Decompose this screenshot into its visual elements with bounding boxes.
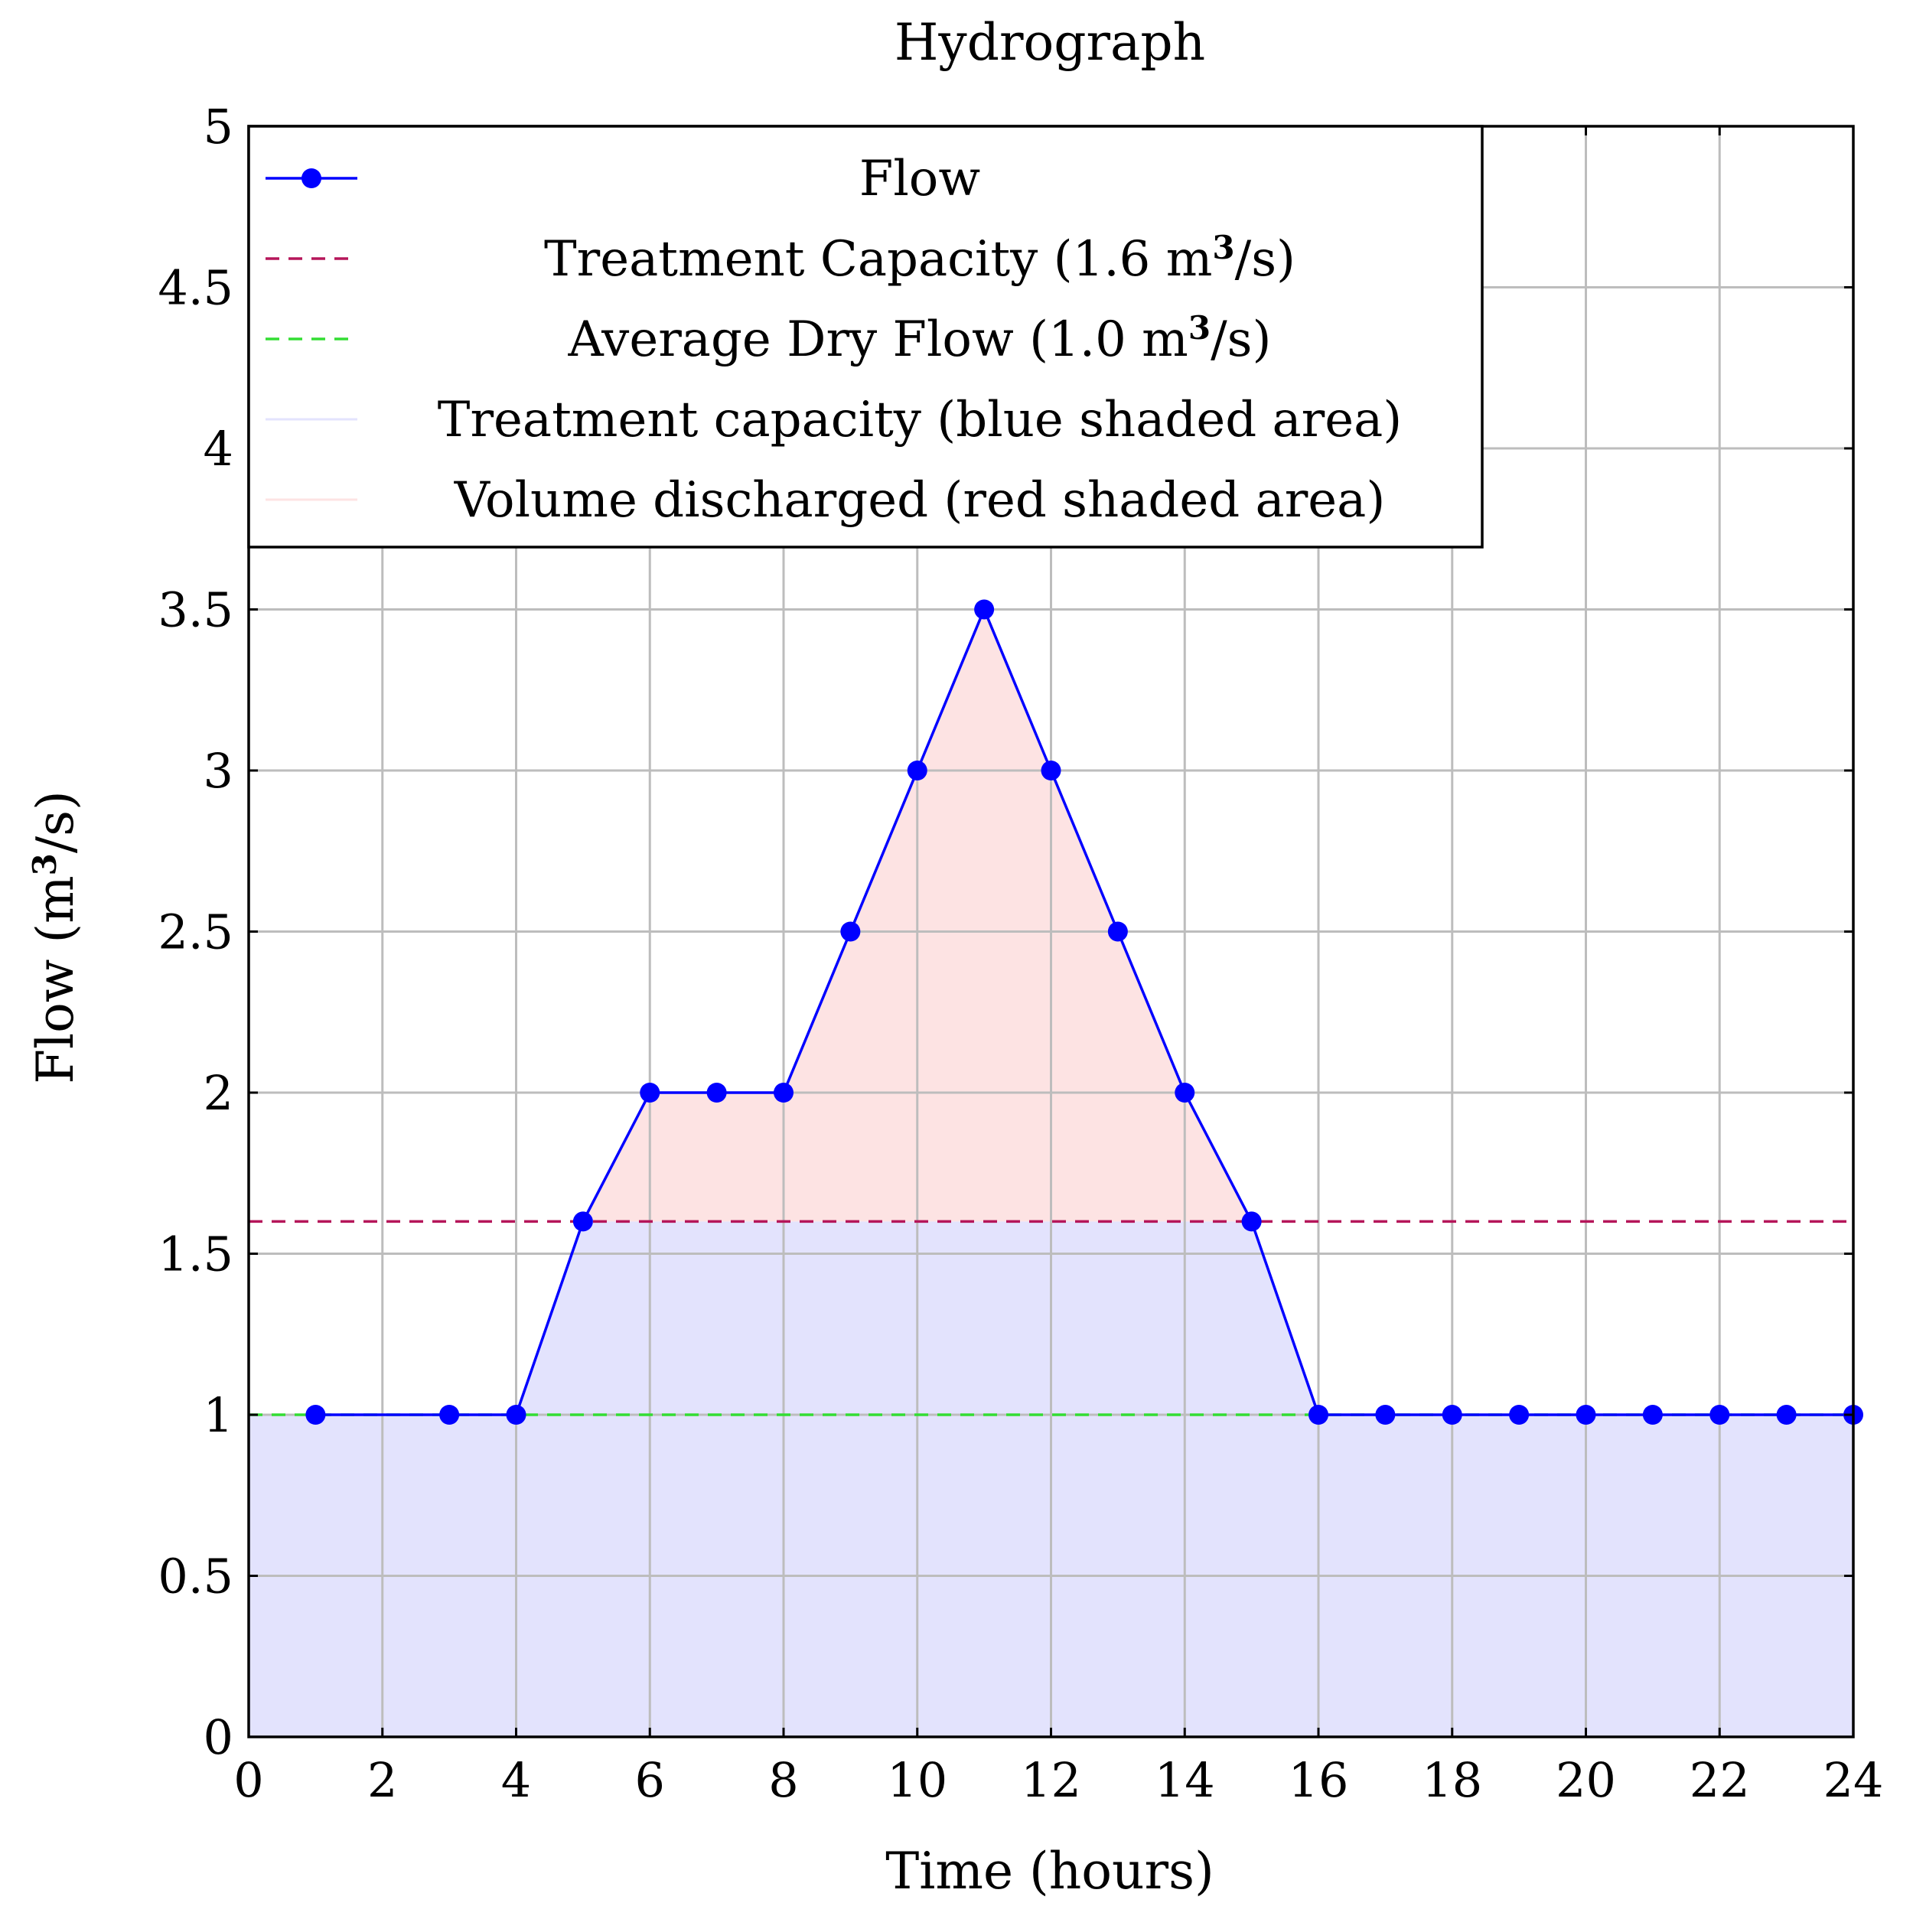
- legend-label: Flow: [859, 151, 980, 207]
- x-tick-label: 6: [635, 1752, 665, 1808]
- flow-point: [974, 599, 995, 620]
- flow-point: [1175, 1083, 1195, 1103]
- flow-point: [1241, 1211, 1262, 1232]
- x-tick-label: 24: [1823, 1752, 1884, 1808]
- flow-point: [1642, 1405, 1663, 1425]
- x-tick-label: 0: [233, 1752, 263, 1808]
- y-tick-label: 0: [204, 1709, 233, 1765]
- flow-point: [1709, 1405, 1730, 1425]
- flow-series: [305, 599, 1863, 1425]
- legend-entry: Volume discharged (red shaded area): [266, 472, 1385, 529]
- flow-point: [506, 1405, 526, 1425]
- y-tick-label: 2.5: [158, 904, 233, 960]
- flow-point: [572, 1211, 593, 1232]
- x-tick-label: 18: [1422, 1752, 1482, 1808]
- x-tick-label: 2: [367, 1752, 397, 1808]
- x-tick-label: 4: [501, 1752, 531, 1808]
- y-tick-label: 0.5: [158, 1549, 233, 1605]
- x-tick-labels: 0 2 4 6 8 10 12 14 16 18 20 22 24: [233, 1752, 1883, 1808]
- y-axis-label: Flow (m3/s): [26, 790, 85, 1084]
- y-tick-label: 3.5: [158, 582, 233, 638]
- flow-point: [1442, 1405, 1462, 1425]
- legend-label: Volume discharged (red shaded area): [454, 472, 1386, 529]
- flow-point: [774, 1083, 794, 1103]
- y-tick-label: 2: [204, 1065, 233, 1121]
- flow-point: [1107, 921, 1128, 942]
- flow-point: [1308, 1405, 1328, 1425]
- x-tick-label: 16: [1289, 1752, 1349, 1808]
- flow-point: [1375, 1405, 1396, 1425]
- y-tick-label: 4.5: [158, 260, 233, 316]
- x-tick-label: 10: [887, 1752, 947, 1808]
- legend-box: [247, 125, 1484, 549]
- y-tick-label: 1: [204, 1387, 233, 1443]
- flow-point: [840, 921, 861, 942]
- x-tick-label: 12: [1021, 1752, 1081, 1808]
- x-tick-label: 20: [1556, 1752, 1616, 1808]
- legend-label: Treatment capacity (blue shaded area): [438, 392, 1403, 448]
- x-tick-label: 8: [768, 1752, 798, 1808]
- legend: Flow Treatment Capacity (1.6 m3/s) Average…: [247, 125, 1484, 549]
- chart-title: Hydrograph: [895, 13, 1205, 72]
- y-tick-label: 1.5: [158, 1227, 233, 1282]
- flow-point: [1576, 1405, 1596, 1425]
- flow-point: [305, 1405, 326, 1425]
- x-tick-label: 14: [1155, 1752, 1215, 1808]
- y-tick-label: 5: [204, 99, 233, 155]
- flow-point: [439, 1405, 460, 1425]
- legend-label: Treatment Capacity (1.6 m3/s): [544, 229, 1295, 288]
- flow-point: [706, 1083, 727, 1103]
- flow-point: [1041, 761, 1061, 780]
- flow-point: [907, 761, 927, 780]
- y-tick-label: 4: [204, 421, 233, 477]
- legend-entry: Average Dry Flow (1.0 m3/s): [266, 309, 1271, 368]
- legend-entry: Treatment capacity (blue shaded area): [266, 392, 1402, 448]
- flow-point: [640, 1083, 660, 1103]
- x-tick-label: 22: [1690, 1752, 1750, 1808]
- legend-entry: Flow: [266, 151, 980, 207]
- y-tick-labels: 0 0.5 1 1.5 2 2.5 3 3.5 4 4.5 5: [158, 99, 233, 1765]
- flow-point: [1509, 1405, 1530, 1425]
- legend-marker: [301, 168, 321, 188]
- x-axis-label: Time (hours): [885, 1842, 1214, 1901]
- legend-entry: Treatment Capacity (1.6 m3/s): [266, 229, 1295, 288]
- legend-label: Average Dry Flow (1.0 m3/s): [568, 309, 1272, 368]
- flow-point: [1776, 1405, 1797, 1425]
- y-tick-label: 3: [204, 743, 233, 799]
